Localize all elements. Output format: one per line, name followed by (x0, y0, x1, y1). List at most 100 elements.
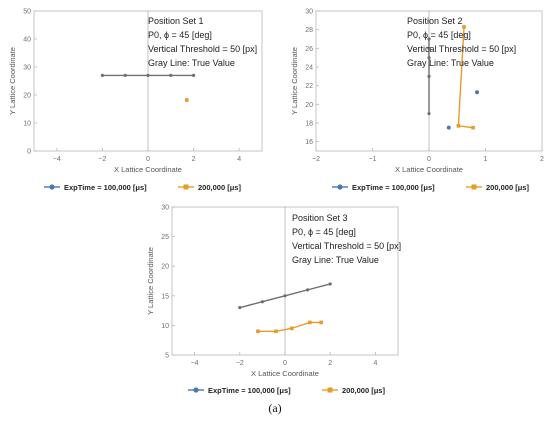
chart-legend: ExpTime = 100,000 [μs] 200,000 [μs] (332, 183, 529, 192)
y-tick-label: 20 (23, 93, 31, 100)
chart-title-line: Position Set 3 (292, 213, 348, 223)
series-200k-line (457, 26, 474, 129)
x-tick-label: −2 (98, 156, 106, 163)
true-value-line-point (306, 288, 310, 292)
true-value-line-point (427, 46, 431, 50)
x-tick-label: 2 (328, 360, 332, 367)
legend-100k-swatch-marker (49, 184, 55, 190)
true-value-line-point (427, 74, 431, 78)
chart-legend: ExpTime = 100,000 [μs] 200,000 [μs] (188, 386, 385, 395)
y-tick-label: 24 (305, 65, 313, 72)
legend-200k-swatch-marker (471, 184, 477, 190)
true-value-line-point (192, 73, 196, 77)
x-tick-label: 0 (283, 360, 287, 367)
true-value-line-point (427, 37, 431, 41)
true-value-line-point (427, 56, 431, 60)
y-tick-label: 30 (305, 9, 313, 16)
legend-100k-swatch-marker (193, 387, 199, 393)
chart-title-line: Gray Line: True Value (148, 58, 235, 68)
series-100k-point (446, 125, 451, 130)
x-tick-label: 0 (146, 156, 150, 163)
y-tick-label: 15 (161, 293, 169, 300)
series-200k-point (471, 125, 475, 130)
chart-title-line: P0, ϕ = 45 [deg] (292, 227, 356, 237)
y-tick-label: 40 (23, 37, 31, 44)
x-tick-label: −2 (312, 156, 320, 163)
y-axis-label: Y Lattice Coordinate (290, 47, 299, 115)
legend-100k-label: ExpTime = 100,000 [μs] (352, 183, 435, 192)
chart-title-line: Vertical Threshold = 50 [px] (407, 44, 516, 54)
y-tick-label: 50 (23, 9, 31, 16)
true-value-line-point (283, 294, 287, 298)
true-value-line-point (169, 73, 173, 77)
x-tick-label: 1 (484, 156, 488, 163)
x-tick-label: −2 (236, 360, 244, 367)
x-tick-label: −4 (53, 156, 61, 163)
true-value-line-point (146, 73, 150, 77)
x-axis-label: X Lattice Coordinate (395, 165, 463, 174)
chart-panel-3: −4 −2 0 2 4 5 10 15 20 25 30 X Lattice Coordinate Y … (146, 205, 401, 396)
y-axis-label: Y Lattice Coordinate (146, 247, 155, 315)
true-value-line-point (328, 282, 332, 286)
true-value-line-point (427, 112, 431, 116)
legend-100k-label: ExpTime = 100,000 [μs] (64, 183, 147, 192)
true-value-line-point (238, 306, 242, 310)
y-tick-label: 20 (161, 264, 169, 271)
x-tick-label: 2 (540, 156, 544, 163)
legend-200k-swatch-marker (183, 184, 189, 190)
y-tick-label: 5 (165, 353, 169, 360)
true-value-line-point (123, 73, 127, 77)
chart-legend: ExpTime = 100,000 [μs] 200,000 [μs] (44, 183, 241, 192)
series-200k-point (456, 124, 461, 128)
y-tick-label: 22 (305, 83, 313, 90)
chart-title-line: Vertical Threshold = 50 [px] (148, 44, 257, 54)
chart-title-line: Position Set 1 (148, 16, 204, 26)
x-axis-label: X Lattice Coordinate (114, 165, 182, 174)
series-200k-point (308, 320, 312, 325)
y-tick-label: 0 (27, 149, 31, 156)
legend-200k-label: 200,000 [μs] (198, 183, 241, 192)
y-tick-label: 10 (23, 121, 31, 128)
series-200k-point (289, 326, 294, 331)
series-200k-point (274, 329, 278, 334)
chart-title-line: Gray Line: True Value (292, 255, 379, 265)
chart-panel-2: −2 −1 0 1 2 16 18 20 22 24 26 28 30 X Lattice Coordin… (290, 9, 544, 193)
x-tick-label: 4 (237, 156, 241, 163)
chart-title-line: P0, ϕ = 45 [deg] (148, 30, 212, 40)
y-tick-label: 28 (305, 27, 313, 34)
series-200k-line (257, 321, 322, 333)
y-tick-label: 25 (161, 234, 169, 241)
y-tick-label: 16 (305, 139, 313, 146)
y-axis-label: Y Lattice Coordinate (8, 47, 17, 115)
x-tick-label: 0 (427, 156, 431, 163)
legend-200k-label: 200,000 [μs] (342, 386, 385, 395)
x-tick-label: −1 (369, 156, 377, 163)
legend-200k-swatch-marker (327, 387, 333, 393)
chart-title-line: P0, ϕ = 45 [deg] (407, 30, 471, 40)
series-200k-point (184, 98, 189, 102)
y-tick-label: 30 (161, 205, 169, 212)
y-tick-label: 30 (23, 65, 31, 72)
x-tick-label: 2 (192, 156, 196, 163)
y-tick-label: 10 (161, 323, 169, 330)
chart-title-line: Vertical Threshold = 50 [px] (292, 241, 401, 251)
true-value-line-point (260, 300, 264, 304)
y-tick-label: 18 (305, 121, 313, 128)
series-200k-point (319, 320, 323, 325)
x-tick-label: 4 (373, 360, 377, 367)
figure-caption: (a) (268, 401, 282, 415)
legend-100k-label: ExpTime = 100,000 [μs] (208, 386, 291, 395)
true-value-line-point (100, 73, 104, 77)
legend-200k-label: 200,000 [μs] (486, 183, 529, 192)
y-tick-label: 20 (305, 102, 313, 109)
series-100k-point (475, 90, 480, 95)
x-axis-label: X Lattice Coordinate (251, 369, 319, 378)
legend-100k-swatch-marker (337, 184, 343, 190)
series-200k-point (462, 25, 466, 29)
series-200k-point (256, 329, 260, 334)
chart-title-line: Gray Line: True Value (407, 58, 494, 68)
chart-title-line: Position Set 2 (407, 16, 463, 26)
y-tick-label: 26 (305, 46, 313, 53)
